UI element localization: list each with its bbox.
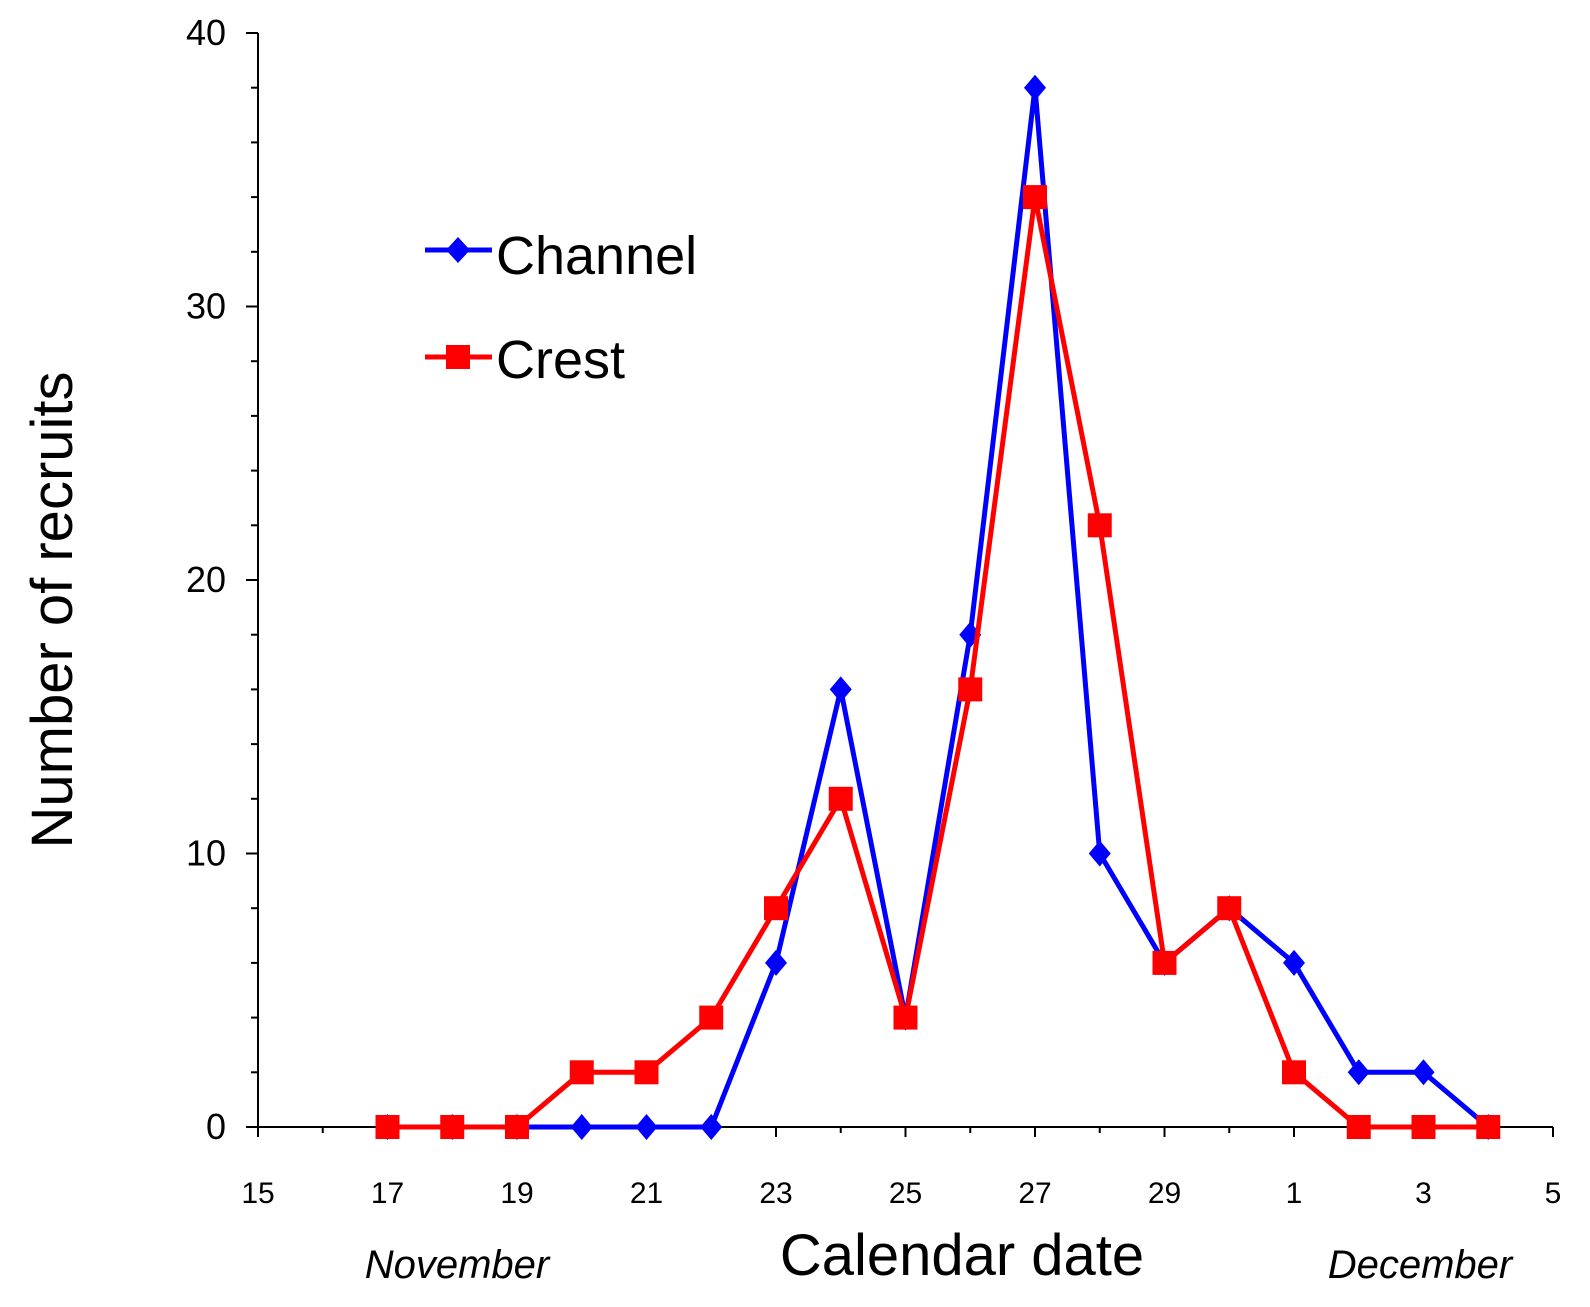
point-channel [1088, 840, 1111, 867]
x-tick-label: 17 [371, 1177, 404, 1210]
point-crest [634, 1060, 659, 1085]
axes [257, 33, 1553, 1128]
legend-item-channel: Channel [425, 226, 697, 286]
point-channel [765, 949, 787, 976]
point-channel [1412, 1059, 1435, 1086]
x-ticks: 15 17 19 21 23 25 27 29 1 3 5 [241, 1127, 1561, 1210]
x-tick-label: 29 [1148, 1177, 1181, 1210]
legend-label-channel: Channel [496, 226, 697, 286]
point-channel [570, 1114, 593, 1140]
point-channel [700, 1114, 723, 1140]
y-ticks: 0 10 20 30 40 [186, 12, 258, 1147]
point-channel [1283, 949, 1305, 976]
x-tick-label: 21 [630, 1177, 663, 1210]
y-tick-label: 0 [206, 1106, 226, 1147]
month-label-december: December [1328, 1243, 1514, 1287]
point-channel [1024, 74, 1046, 101]
point-channel [635, 1114, 658, 1140]
point-crest [569, 1060, 594, 1085]
point-crest [699, 1005, 724, 1030]
x-tick-label: 19 [500, 1177, 533, 1210]
series-layer [375, 74, 1501, 1140]
point-crest [440, 1115, 465, 1139]
point-channel [829, 676, 852, 703]
y-tick-label: 30 [186, 286, 226, 327]
month-label-november: November [365, 1243, 551, 1287]
point-crest [1152, 950, 1177, 975]
point-crest [1282, 1060, 1306, 1085]
x-tick-label: 23 [759, 1177, 792, 1210]
x-tick-label: 15 [241, 1177, 274, 1210]
x-axis-title: Calendar date [780, 1223, 1144, 1288]
x-tick-label: 5 [1545, 1177, 1562, 1210]
series-crest [375, 185, 1501, 1139]
y-axis-title: Number of recruits [20, 371, 85, 848]
legend-label-crest: Crest [496, 330, 625, 390]
point-crest [828, 786, 853, 811]
point-crest [893, 1005, 918, 1030]
point-crest [958, 677, 983, 702]
point-crest [1346, 1115, 1371, 1139]
x-tick-label: 25 [889, 1177, 922, 1210]
point-crest [1087, 513, 1112, 538]
point-crest [1023, 185, 1047, 210]
legend-marker-channel [446, 237, 470, 263]
legend: Channel Crest [425, 226, 697, 390]
point-crest [1411, 1115, 1436, 1139]
point-crest [375, 1115, 400, 1139]
y-tick-label: 20 [186, 559, 226, 600]
point-crest [764, 896, 788, 921]
legend-item-crest: Crest [425, 330, 625, 390]
x-tick-label: 27 [1018, 1177, 1051, 1210]
legend-marker-crest [446, 345, 470, 369]
x-tick-label: 3 [1415, 1177, 1432, 1210]
point-crest [1476, 1115, 1501, 1139]
point-crest [1217, 896, 1242, 921]
y-tick-label: 40 [186, 12, 226, 53]
point-channel [1347, 1059, 1370, 1086]
x-tick-label: 1 [1286, 1177, 1303, 1210]
point-crest [505, 1115, 529, 1139]
y-tick-label: 10 [186, 833, 226, 874]
